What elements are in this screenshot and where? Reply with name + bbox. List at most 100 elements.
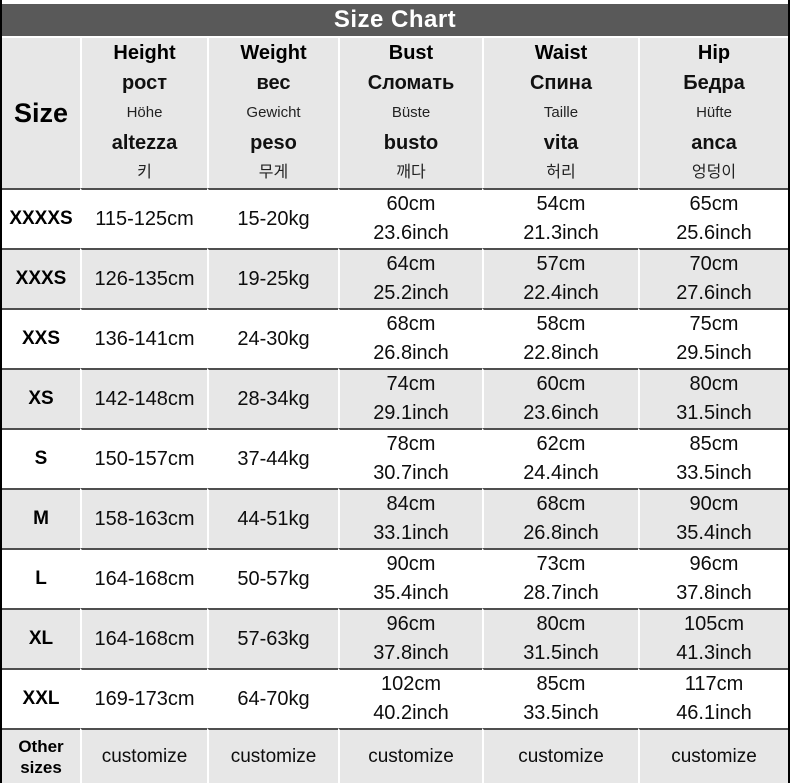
height-cell-value: 136-141cm [94,327,195,350]
hip-cell-value: 70cm [689,253,739,275]
weight-cell-value: 24-30kg [237,327,310,350]
hip-cell-value: 41.3inch [676,642,752,664]
waist-cell-value: 33.5inch [523,702,599,724]
size-label: XXL [2,668,80,728]
weight-cell-value: 37-44kg [237,447,310,470]
size-label-line: sizes [20,757,62,777]
size-label-line: XXXS [15,268,67,289]
hip-cell-value: 65cm [689,193,739,215]
size-label: XXXXS [2,188,80,248]
weight-cell-value: customize [230,746,317,767]
height-cell: 164-168cm [80,548,207,608]
hip-cell: 75cm 29.5inch [638,308,788,368]
waist-cell: 73cm 28.7inch [482,548,638,608]
waist-cell-value: 57cm [536,253,586,275]
hip-cell-value: 25.6inch [676,222,752,244]
bust-cell: 96cm 37.8inch [338,608,482,668]
height-cell-value: 169-173cm [94,687,195,710]
size-label-line: XXL [22,688,60,709]
size-label: S [2,428,80,488]
height-cell: 142-148cm [80,368,207,428]
header-label-de: Büste [391,104,431,121]
weight-cell-value: 28-34kg [237,387,310,410]
bust-cell: customize [338,728,482,783]
header-label-ru: рост [121,72,168,94]
waist-cell-value: 54cm [536,193,586,215]
hip-cell: 70cm 27.6inch [638,248,788,308]
hip-cell: 80cm 31.5inch [638,368,788,428]
height-cell: 126-135cm [80,248,207,308]
waist-cell-value: 24.4inch [523,462,599,484]
hip-cell-value: 80cm [689,373,739,395]
waist-cell-value: 62cm [536,433,586,455]
waist-cell-value: 26.8inch [523,522,599,544]
header-label-it: busto [383,132,439,154]
bust-cell-value: 102cm [380,673,442,695]
size-label-line: S [34,448,48,469]
bust-cell-value: 60cm [386,193,436,215]
height-cell-value: 115-125cm [95,207,194,230]
bust-cell-value: 84cm [386,493,436,515]
height-cell-value: 142-148cm [94,387,195,410]
size-label: XL [2,608,80,668]
chart-title: Size Chart [2,4,788,36]
waist-cell-value: 85cm [536,673,586,695]
hip-cell-value: 85cm [689,433,739,455]
header-label-de: Höhe [126,104,163,121]
header-row: Size Height рост Höhe altezza 키 Weight вес Gewi… [2,38,788,188]
waist-cell-value: 31.5inch [523,642,599,664]
size-label-line: L [35,568,47,589]
header-col-bust: Bust Сломать Büste busto 깨다 [338,38,482,188]
hip-cell-value: 31.5inch [676,402,752,424]
hip-cell-value: 35.4inch [676,522,752,544]
weight-cell: 19-25kg [207,248,338,308]
bust-cell-value: 25.2inch [373,282,449,304]
bust-cell: 60cm 23.6inch [338,188,482,248]
header-label-en: Weight [240,42,307,64]
waist-cell-value: 60cm [536,373,586,395]
height-cell-value: 164-168cm [94,567,195,590]
waist-cell-value: 80cm [536,613,586,635]
waist-cell-value: 73cm [536,553,586,575]
header-col-weight: Weight вес Gewicht peso 무게 [207,38,338,188]
size-label-line: XXXXS [9,208,73,229]
height-cell: 150-157cm [80,428,207,488]
weight-cell: 28-34kg [207,368,338,428]
size-label: XXXS [2,248,80,308]
header-label-en: Height [113,42,176,64]
table-row: XL 164-168cm 57-63kg 96cm 37.8inch 80cm 31.5in… [2,608,788,668]
waist-cell: 54cm 21.3inch [482,188,638,248]
weight-cell-value: 64-70kg [237,687,310,710]
waist-cell: 85cm 33.5inch [482,668,638,728]
weight-cell-value: 57-63kg [237,627,310,650]
waist-cell: 68cm 26.8inch [482,488,638,548]
height-cell-value: 158-163cm [94,507,195,530]
header-label-ru: Бедра [683,72,745,94]
hip-cell-value: 29.5inch [676,342,752,364]
size-label: XS [2,368,80,428]
hip-cell-value: 117cm [684,673,744,695]
bust-cell-value: 96cm [386,613,436,635]
hip-cell-value: 90cm [689,493,739,515]
height-cell: 164-168cm [80,608,207,668]
bust-cell-value: 30.7inch [373,462,449,484]
weight-cell: 50-57kg [207,548,338,608]
weight-cell-value: 50-57kg [237,567,310,590]
height-cell: 136-141cm [80,308,207,368]
hip-cell-value: 105cm [683,613,745,635]
bust-cell-value: 37.8inch [373,642,449,664]
header-label-it: anca [691,132,737,154]
bust-cell-value: customize [368,746,454,767]
height-cell-value: 150-157cm [94,447,195,470]
header-label-en: Bust [388,42,434,64]
hip-cell-value: 33.5inch [676,462,752,484]
hip-cell: 105cm 41.3inch [638,608,788,668]
weight-cell: 44-51kg [207,488,338,548]
hip-cell: 90cm 35.4inch [638,488,788,548]
header-size-label: Size [2,38,80,188]
waist-cell: 60cm 23.6inch [482,368,638,428]
header-label-ko: 키 [137,164,152,181]
table-row: XS 142-148cm 28-34kg 74cm 29.1inch 60cm 23.6in… [2,368,788,428]
size-label-line: XL [28,628,54,649]
hip-cell-value: customize [671,746,757,767]
